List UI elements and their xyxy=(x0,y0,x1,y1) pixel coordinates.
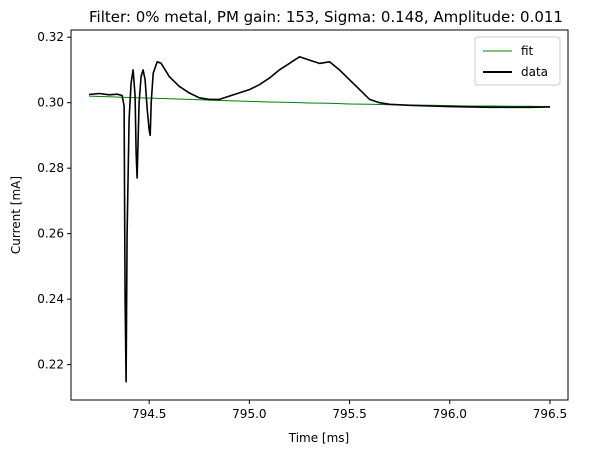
y-tick-label: 0.30 xyxy=(37,96,64,110)
x-tick-label: 795.0 xyxy=(232,407,266,421)
chart-title: Filter: 0% metal, PM gain: 153, Sigma: 0… xyxy=(89,8,563,26)
y-tick-label: 0.22 xyxy=(37,358,64,372)
x-tick-label: 796.5 xyxy=(533,407,567,421)
y-tick-label: 0.24 xyxy=(37,292,64,306)
y-axis-label: Current [mA] xyxy=(9,176,23,254)
legend-data-label: data xyxy=(521,65,548,79)
y-tick-label: 0.28 xyxy=(37,161,64,175)
x-axis: 794.5 795.0 795.5 796.0 796.5 xyxy=(132,400,567,421)
series-line-fit xyxy=(89,96,550,107)
y-tick-label: 0.32 xyxy=(37,30,64,44)
legend: fit data xyxy=(475,37,560,85)
legend-fit-label: fit xyxy=(521,44,534,58)
plot-series xyxy=(89,57,550,382)
y-axis: 0.22 0.24 0.26 0.28 0.30 0.32 xyxy=(37,30,71,371)
x-tick-label: 794.5 xyxy=(132,407,166,421)
x-tick-label: 796.0 xyxy=(433,407,467,421)
y-tick-label: 0.26 xyxy=(37,227,64,241)
x-axis-label: Time [ms] xyxy=(288,431,350,445)
x-tick-label: 795.5 xyxy=(332,407,366,421)
